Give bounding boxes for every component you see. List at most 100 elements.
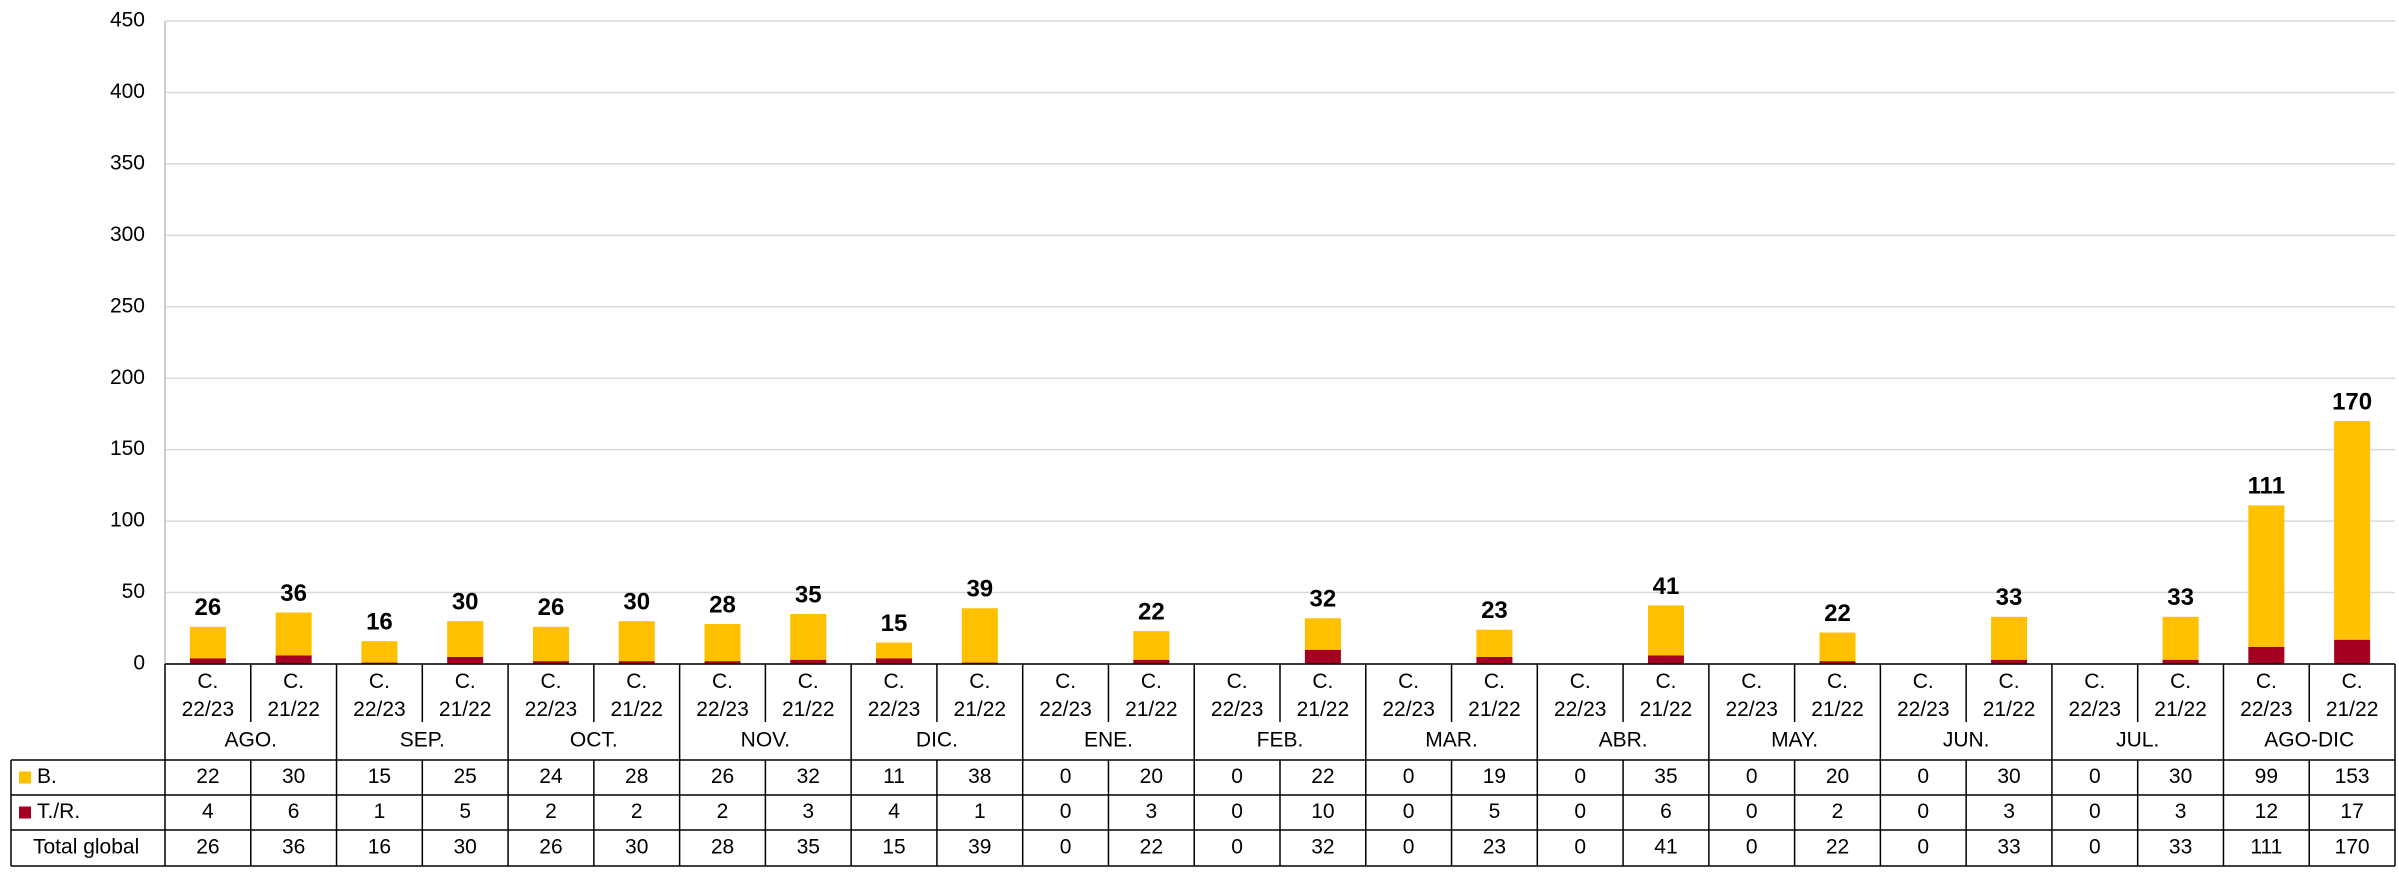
data-label: 39: [966, 576, 993, 603]
bar-segment: [618, 661, 655, 664]
x-tick-line: C.: [1570, 670, 1591, 693]
bar-segment: [618, 621, 655, 662]
table-cell: 0: [1403, 765, 1415, 788]
x-tick-label: C. 22/23: [353, 670, 406, 721]
x-tick-line: C.: [1398, 670, 1419, 693]
table-cell: 39: [968, 836, 991, 859]
data-label: 23: [1481, 597, 1508, 624]
data-label: 170: [2332, 388, 2372, 415]
group-label: FEB.: [1257, 729, 1304, 752]
x-tick-line: 22/23: [696, 698, 749, 721]
x-tick-line: C.: [2084, 670, 2105, 693]
table-cell: 22: [1826, 836, 1849, 859]
table-cell: 0: [2089, 836, 2101, 859]
bar-segment: [790, 613, 827, 660]
bar-segment: [189, 626, 226, 659]
x-tick-line: 21/22: [439, 698, 492, 721]
data-label: 16: [366, 608, 393, 635]
x-tick-line: 22/23: [1211, 698, 1264, 721]
group-label: MAY.: [1771, 729, 1818, 752]
bar-segment: [275, 612, 312, 656]
table-cell: 6: [1660, 800, 1672, 823]
x-tick-label: C. 22/23: [1554, 670, 1607, 721]
data-label: 32: [1310, 586, 1337, 613]
x-tick-line: 21/22: [1468, 698, 1521, 721]
table-cell: 19: [1483, 765, 1506, 788]
table-cell: 10: [1311, 800, 1334, 823]
group-label: ABR.: [1599, 729, 1648, 752]
table-cell: 24: [539, 765, 563, 788]
group-label: OCT.: [570, 729, 618, 752]
bar-segment: [2162, 659, 2199, 664]
bar-segment: [1647, 605, 1684, 656]
legend-label: T./R.: [37, 800, 80, 823]
x-tick-line: C.: [1999, 670, 2020, 693]
table-cell: 20: [1826, 765, 1849, 788]
y-tick-label: 250: [110, 294, 145, 317]
x-tick-label: C. 21/22: [2326, 670, 2379, 721]
x-tick-label: C. 22/23: [2069, 670, 2122, 721]
data-label: 33: [2167, 584, 2194, 611]
table-cell: 1: [374, 800, 386, 823]
table-cell: 0: [1403, 800, 1415, 823]
x-tick-line: C.: [1913, 670, 1934, 693]
table-cell: 0: [1917, 800, 1929, 823]
x-tick-label: C. 21/22: [1468, 670, 1521, 721]
data-label: 26: [195, 594, 222, 621]
table-cell: 0: [1231, 836, 1243, 859]
bar-segment: [2334, 421, 2371, 640]
x-tick-label: C. 21/22: [439, 670, 492, 721]
table-cell: 22: [196, 765, 219, 788]
x-tick-label: C. 21/22: [610, 670, 663, 721]
table-cell: 0: [2089, 800, 2101, 823]
x-tick-line: C.: [626, 670, 647, 693]
table-cell: 0: [1917, 765, 1929, 788]
table-cell: 0: [1574, 836, 1586, 859]
x-tick-label: C. 22/23: [1211, 670, 1264, 721]
table-cell: 2: [717, 800, 729, 823]
bar-segment: [2248, 505, 2285, 647]
table-cell: 23: [1483, 836, 1506, 859]
table-cell: 5: [1489, 800, 1501, 823]
x-tick-label: C. 22/23: [182, 670, 235, 721]
legend-label: B.: [37, 765, 57, 788]
x-tick-line: 21/22: [267, 698, 320, 721]
x-tick-line: 22/23: [1382, 698, 1435, 721]
x-tick-label: C. 21/22: [2154, 670, 2207, 721]
group-label: JUN.: [1943, 729, 1990, 752]
x-tick-line: 22/23: [1039, 698, 1092, 721]
bar-segment: [790, 659, 827, 664]
table-cell: 99: [2255, 765, 2278, 788]
x-tick-label: C. 22/23: [1725, 670, 1778, 721]
table-cell: 30: [1997, 765, 2020, 788]
table-cell: 0: [1231, 800, 1243, 823]
x-tick-line: 21/22: [1640, 698, 1693, 721]
table-cell: 16: [368, 836, 391, 859]
x-tick-label: C. 21/22: [267, 670, 320, 721]
x-tick-line: 21/22: [1983, 698, 2036, 721]
table-cell: 38: [968, 765, 991, 788]
legend-label: Total global: [33, 836, 139, 859]
group-label: DIC.: [916, 729, 958, 752]
group-label: MAR.: [1425, 729, 1478, 752]
table-cell: 2: [1832, 800, 1844, 823]
x-tick-line: 21/22: [1811, 698, 1864, 721]
table-cell: 15: [882, 836, 905, 859]
table-cell: 32: [797, 765, 820, 788]
data-label: 30: [623, 588, 650, 615]
table-cell: 6: [288, 800, 300, 823]
y-tick-label: 150: [110, 437, 145, 460]
table-cell: 0: [1574, 765, 1586, 788]
legend-key: [19, 806, 31, 819]
x-tick-line: C.: [884, 670, 905, 693]
table-cell: 35: [797, 836, 820, 859]
bar-segment: [1991, 616, 2028, 660]
x-tick-line: C.: [369, 670, 390, 693]
x-tick-line: 22/23: [868, 698, 921, 721]
x-tick-line: 22/23: [182, 698, 235, 721]
x-tick-label: C. 22/23: [1897, 670, 1950, 721]
bar-segment: [876, 658, 913, 664]
group-label: NOV.: [741, 729, 790, 752]
x-tick-line: 22/23: [1897, 698, 1950, 721]
table-cell: 22: [1140, 836, 1163, 859]
